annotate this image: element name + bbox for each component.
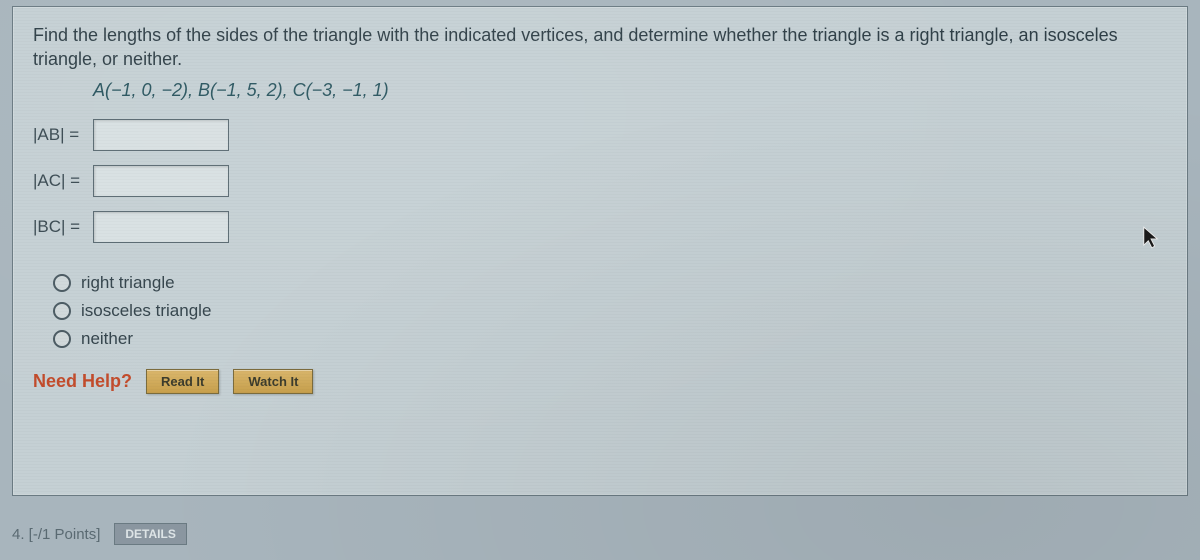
option-label: right triangle [81, 273, 175, 293]
length-row-ac: |AC| = [33, 165, 1167, 197]
read-it-button[interactable]: Read It [146, 369, 219, 394]
length-row-bc: |BC| = [33, 211, 1167, 243]
need-help-row: Need Help? Read It Watch It [33, 369, 1167, 394]
radio-icon [53, 302, 71, 320]
question-panel: Find the lengths of the sides of the tri… [12, 6, 1188, 496]
radio-icon [53, 274, 71, 292]
length-label-bc: |BC| = [33, 217, 93, 237]
option-right-triangle[interactable]: right triangle [53, 273, 1167, 293]
length-label-ab: |AB| = [33, 125, 93, 145]
need-help-label: Need Help? [33, 371, 132, 392]
option-isosceles-triangle[interactable]: isosceles triangle [53, 301, 1167, 321]
watch-it-button[interactable]: Watch It [233, 369, 313, 394]
details-badge[interactable]: DETAILS [114, 523, 186, 545]
points-text: 4. [-/1 Points] [12, 526, 100, 543]
triangle-type-options: right triangle isosceles triangle neithe… [53, 273, 1167, 349]
length-row-ab: |AB| = [33, 119, 1167, 151]
length-input-ac[interactable] [93, 165, 229, 197]
radio-icon [53, 330, 71, 348]
length-input-bc[interactable] [93, 211, 229, 243]
option-label: isosceles triangle [81, 301, 211, 321]
question-vertices: A(−1, 0, −2), B(−1, 5, 2), C(−3, −1, 1) [93, 80, 1167, 101]
length-label-ac: |AC| = [33, 171, 93, 191]
option-label: neither [81, 329, 133, 349]
length-input-ab[interactable] [93, 119, 229, 151]
question-prompt: Find the lengths of the sides of the tri… [33, 23, 1167, 72]
question-footer: 4. [-/1 Points] DETAILS [12, 512, 1188, 556]
option-neither[interactable]: neither [53, 329, 1167, 349]
